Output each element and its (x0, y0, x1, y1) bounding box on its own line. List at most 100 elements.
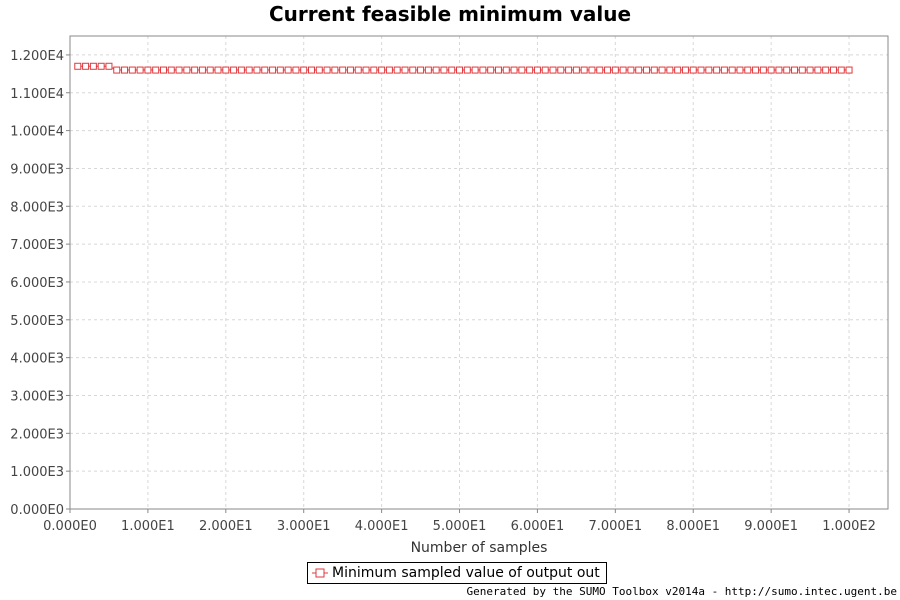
x-tick-label: 5.000E1 (433, 519, 487, 534)
data-point (463, 66, 471, 74)
data-point (105, 62, 113, 70)
x-tick-label: 6.000E1 (511, 519, 565, 534)
x-tick-label: 7.000E1 (588, 519, 642, 534)
data-point (401, 66, 409, 74)
data-point (697, 66, 705, 74)
data-point (658, 66, 666, 74)
data-point (604, 66, 612, 74)
y-tick-label: 2.000E3 (10, 427, 64, 442)
x-tick-label: 9.000E1 (744, 519, 798, 534)
data-point (650, 66, 658, 74)
data-point (206, 66, 214, 74)
data-point (526, 66, 534, 74)
data-point (385, 66, 393, 74)
data-point (128, 66, 136, 74)
data-point (261, 66, 269, 74)
y-tick-label: 4.000E3 (10, 352, 64, 367)
data-point (378, 66, 386, 74)
data-point (588, 66, 596, 74)
data-point (89, 62, 97, 70)
data-point (557, 66, 565, 74)
data-point (409, 66, 417, 74)
data-point (121, 66, 129, 74)
x-tick-label: 8.000E1 (666, 519, 720, 534)
x-tick-label: 4.000E1 (355, 519, 409, 534)
data-point (494, 66, 502, 74)
data-point (689, 66, 697, 74)
data-point (471, 66, 479, 74)
legend-marker (312, 568, 328, 578)
grid-lines (70, 36, 888, 509)
data-point (346, 66, 354, 74)
series-minimum-sampled-value (74, 62, 853, 74)
data-point (479, 66, 487, 74)
chart-title: Current feasible minimum value (268, 2, 632, 26)
data-point (752, 66, 760, 74)
axes: 0.000E0 1.000E3 2.000E3 3.000E3 4.000E3 5.000… (10, 49, 876, 534)
y-tick-label: 1.000E3 (10, 465, 64, 480)
data-point (806, 66, 814, 74)
series-line (77, 65, 850, 71)
y-tick-label: 0.000E0 (10, 503, 64, 518)
data-point (432, 66, 440, 74)
data-point (596, 66, 604, 74)
data-point (74, 62, 82, 70)
data-point (720, 66, 728, 74)
data-point (136, 66, 144, 74)
y-tick-label: 7.000E3 (10, 238, 64, 253)
data-point (175, 66, 183, 74)
data-point (502, 66, 510, 74)
data-point (798, 66, 806, 74)
data-point (440, 66, 448, 74)
data-point (767, 66, 775, 74)
data-point (713, 66, 721, 74)
data-point (822, 66, 830, 74)
data-point (666, 66, 674, 74)
data-point (245, 66, 253, 74)
data-point (736, 66, 744, 74)
x-tick-label: 1.000E1 (121, 519, 175, 534)
data-point (456, 66, 464, 74)
data-point (292, 66, 300, 74)
legend: Minimum sampled value of output out (307, 562, 607, 584)
data-point (549, 66, 557, 74)
data-point (237, 66, 245, 74)
data-point (681, 66, 689, 74)
y-tick-label: 9.000E3 (10, 162, 64, 177)
data-point (167, 66, 175, 74)
data-point (642, 66, 650, 74)
plot-area (69, 35, 889, 510)
data-point (674, 66, 682, 74)
data-point (152, 66, 160, 74)
y-tick-label: 8.000E3 (10, 200, 64, 215)
data-point (611, 66, 619, 74)
data-point (619, 66, 627, 74)
data-point (300, 66, 308, 74)
data-point (269, 66, 277, 74)
data-point (159, 66, 167, 74)
x-tick-label: 2.000E1 (199, 519, 253, 534)
y-tick-label: 6.000E3 (10, 276, 64, 291)
data-point (424, 66, 432, 74)
data-point (144, 66, 152, 74)
data-point (276, 66, 284, 74)
data-point (510, 66, 518, 74)
data-point (82, 62, 90, 70)
data-point (791, 66, 799, 74)
data-point (572, 66, 580, 74)
data-point (331, 66, 339, 74)
data-point (448, 66, 456, 74)
data-point (393, 66, 401, 74)
footer-credit: Generated by the SUMO Toolbox v2014a - h… (466, 585, 897, 598)
data-point (775, 66, 783, 74)
y-tick-label: 1.100E4 (10, 87, 64, 102)
x-tick-label: 0.000E0 (43, 519, 97, 534)
x-tick-label: 1.000E2 (822, 519, 876, 534)
x-axis-title: Number of samples (411, 540, 548, 556)
data-point (728, 66, 736, 74)
data-point (533, 66, 541, 74)
data-point (354, 66, 362, 74)
data-point (198, 66, 206, 74)
data-point (362, 66, 370, 74)
